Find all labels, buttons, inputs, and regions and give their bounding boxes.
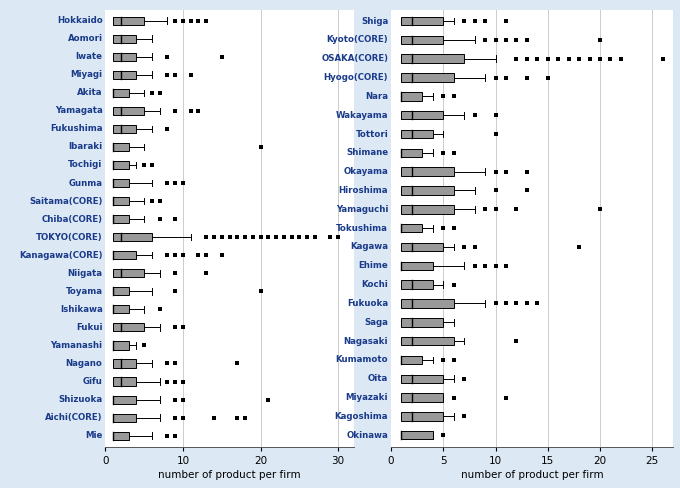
Bar bbox=[401, 55, 464, 63]
Bar bbox=[113, 35, 137, 42]
Bar bbox=[113, 125, 137, 133]
Bar bbox=[113, 287, 129, 295]
Bar bbox=[113, 378, 137, 386]
Bar bbox=[113, 342, 129, 349]
Bar bbox=[113, 233, 152, 241]
Bar bbox=[113, 396, 137, 404]
Bar bbox=[401, 431, 432, 440]
Bar bbox=[113, 17, 144, 25]
Bar bbox=[113, 360, 137, 367]
Bar bbox=[113, 179, 129, 187]
Bar bbox=[401, 130, 432, 138]
Bar bbox=[401, 356, 422, 364]
Bar bbox=[401, 73, 454, 82]
Bar bbox=[401, 167, 454, 176]
Bar bbox=[401, 318, 443, 326]
Bar bbox=[401, 374, 443, 383]
Bar bbox=[401, 36, 443, 44]
Bar bbox=[401, 111, 443, 120]
Bar bbox=[113, 197, 129, 205]
Bar bbox=[401, 149, 422, 157]
Bar bbox=[401, 205, 454, 214]
Bar bbox=[113, 324, 144, 331]
Bar bbox=[113, 143, 129, 151]
Bar bbox=[113, 215, 129, 223]
Bar bbox=[401, 243, 443, 251]
Bar bbox=[113, 53, 137, 61]
Bar bbox=[113, 431, 129, 440]
Bar bbox=[401, 393, 443, 402]
Bar bbox=[113, 269, 144, 277]
Bar bbox=[401, 224, 422, 232]
Bar bbox=[401, 92, 422, 101]
Bar bbox=[401, 262, 432, 270]
X-axis label: number of product per firm: number of product per firm bbox=[461, 470, 603, 480]
Bar bbox=[401, 281, 432, 289]
Bar bbox=[401, 412, 443, 421]
Bar bbox=[113, 107, 144, 115]
Bar bbox=[401, 299, 454, 307]
X-axis label: number of product per firm: number of product per firm bbox=[158, 470, 301, 480]
Bar bbox=[113, 71, 137, 79]
Bar bbox=[113, 251, 137, 259]
Bar bbox=[401, 17, 443, 25]
Bar bbox=[401, 337, 454, 346]
Bar bbox=[113, 305, 129, 313]
Bar bbox=[113, 161, 129, 169]
Bar bbox=[113, 89, 129, 97]
Bar bbox=[401, 186, 454, 195]
Bar bbox=[113, 414, 137, 422]
